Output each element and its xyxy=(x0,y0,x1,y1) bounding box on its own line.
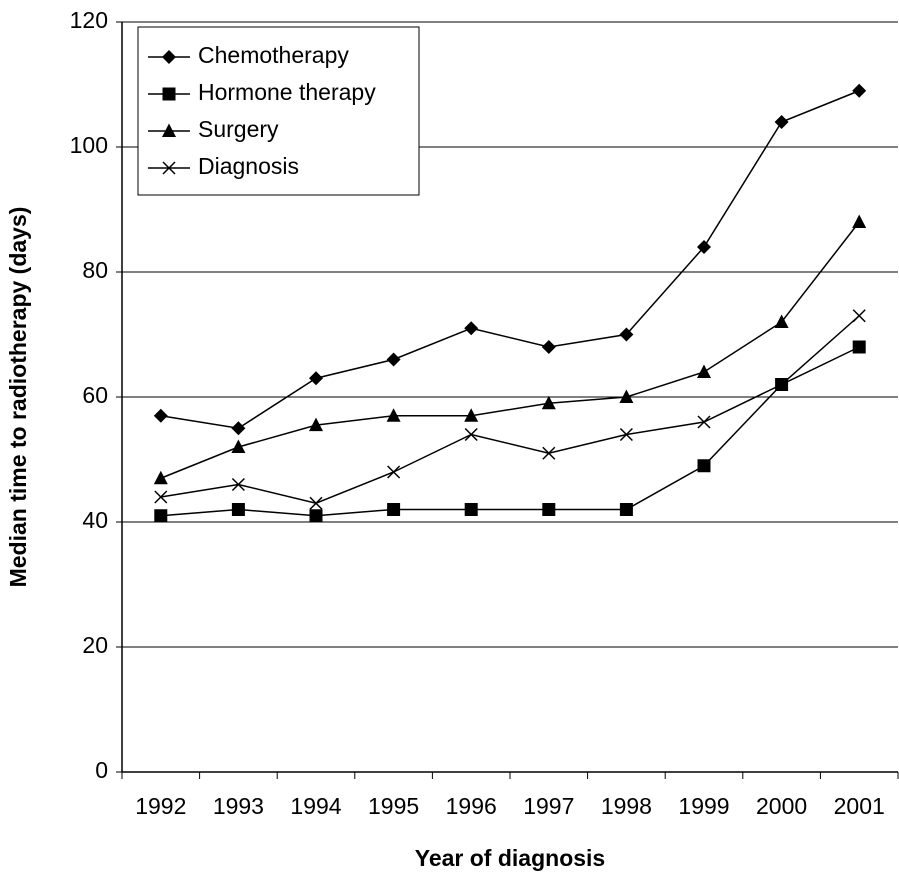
x-tick-label: 1994 xyxy=(290,793,341,819)
point xyxy=(619,503,633,516)
legend-marker xyxy=(162,87,176,101)
legend-label: Hormone therapy xyxy=(198,79,376,105)
legend-label: Diagnosis xyxy=(198,153,299,179)
point xyxy=(309,509,323,523)
y-tick-label: 40 xyxy=(82,507,108,533)
legend-label: Chemotherapy xyxy=(198,42,349,68)
x-axis-label: Year of diagnosis xyxy=(415,845,605,871)
point xyxy=(541,395,556,410)
legend-box xyxy=(137,26,420,196)
point xyxy=(464,503,478,516)
x-tick-label: 2001 xyxy=(834,793,885,819)
point xyxy=(542,503,556,516)
point xyxy=(697,415,711,429)
y-tick-label: 0 xyxy=(95,757,108,783)
point xyxy=(697,364,711,378)
point xyxy=(154,509,168,523)
point xyxy=(154,490,168,504)
point xyxy=(386,352,401,367)
point xyxy=(231,439,246,453)
x-tick-label: 2000 xyxy=(756,793,807,819)
legend-marker xyxy=(162,123,176,137)
point xyxy=(697,459,711,473)
x-tick-label: 1997 xyxy=(523,793,574,819)
point xyxy=(619,427,633,442)
point xyxy=(852,83,867,98)
y-tick-label: 60 xyxy=(82,382,108,408)
legend-label: Surgery xyxy=(198,116,279,142)
point xyxy=(386,408,401,422)
point xyxy=(309,417,323,432)
point xyxy=(387,503,401,516)
y-tick-label: 80 xyxy=(82,257,108,283)
point xyxy=(309,496,323,510)
x-tick-label: 1998 xyxy=(601,793,652,819)
point xyxy=(542,446,556,460)
legend-marker xyxy=(162,50,176,64)
legend-marker xyxy=(162,161,176,175)
y-axis-label: Median time to radiotherapy (days) xyxy=(5,207,31,588)
y-tick-label: 20 xyxy=(82,632,108,658)
point xyxy=(852,340,866,354)
point xyxy=(387,465,401,479)
point xyxy=(153,408,168,423)
point xyxy=(619,389,634,403)
point xyxy=(464,408,479,422)
x-tick-label: 1996 xyxy=(446,793,497,819)
point xyxy=(231,477,245,492)
x-tick-label: 1992 xyxy=(135,793,186,819)
point xyxy=(852,309,866,323)
x-tick-label: 1993 xyxy=(213,793,264,819)
point xyxy=(231,421,246,436)
series-line xyxy=(160,90,860,430)
point xyxy=(774,115,789,129)
x-tick-label: 1999 xyxy=(678,793,729,819)
series-line xyxy=(160,315,860,505)
point xyxy=(231,503,245,516)
point xyxy=(775,377,789,392)
point xyxy=(852,214,867,228)
series-line xyxy=(160,346,860,517)
point xyxy=(309,371,323,386)
point xyxy=(774,314,789,328)
y-tick-label: 120 xyxy=(70,7,108,33)
x-tick-label: 1995 xyxy=(368,793,419,819)
point xyxy=(541,340,556,354)
point xyxy=(619,327,634,342)
point xyxy=(153,470,168,485)
series-line xyxy=(160,221,860,479)
y-tick-label: 100 xyxy=(70,132,108,158)
point xyxy=(464,321,479,336)
point xyxy=(697,240,711,254)
point xyxy=(464,427,478,442)
